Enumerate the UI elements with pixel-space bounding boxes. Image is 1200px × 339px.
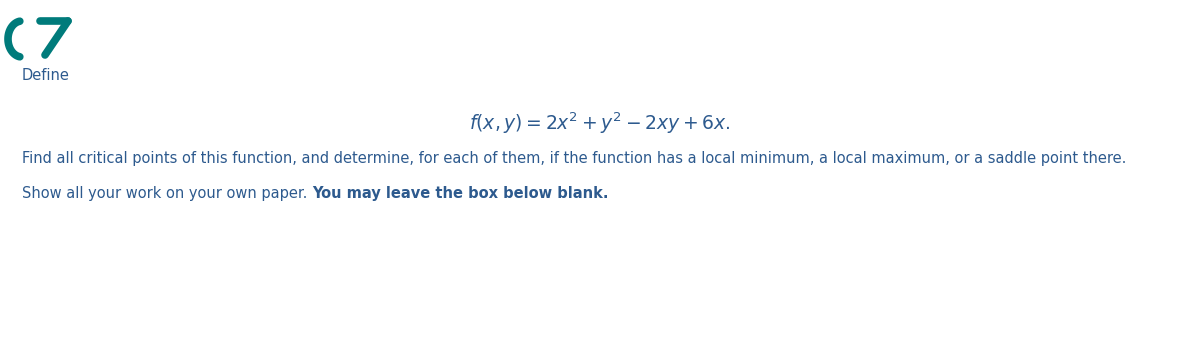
Text: Show all your work on your own paper.: Show all your work on your own paper.: [22, 186, 312, 201]
Text: You may leave the box below blank.: You may leave the box below blank.: [312, 186, 608, 201]
Text: Define: Define: [22, 68, 70, 83]
Text: $f(x, y) = 2x^2 + y^2 - 2xy + 6x.$: $f(x, y) = 2x^2 + y^2 - 2xy + 6x.$: [469, 111, 731, 137]
Text: Find all critical points of this function, and determine, for each of them, if t: Find all critical points of this functio…: [22, 151, 1127, 166]
